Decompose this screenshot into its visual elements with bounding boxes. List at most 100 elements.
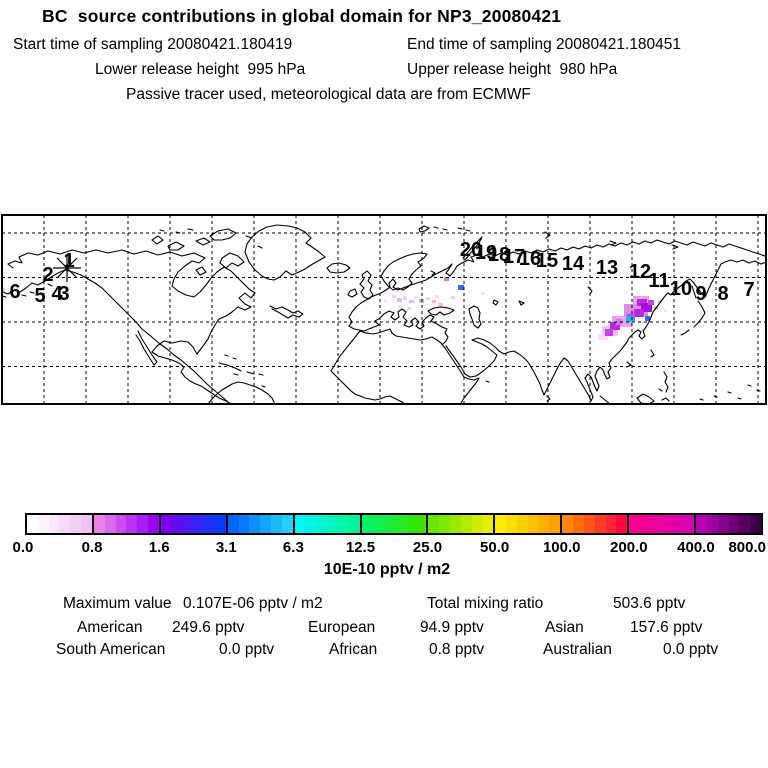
colorbar-cell bbox=[706, 515, 718, 533]
colorbar-cell bbox=[629, 515, 640, 533]
contribution-patch bbox=[426, 297, 430, 300]
trajectory-hour-label: 17 bbox=[502, 246, 526, 268]
colorbar-cell bbox=[506, 515, 517, 533]
contribution-patch bbox=[397, 298, 402, 302]
colorbar-cell bbox=[549, 515, 561, 533]
colorbar-segment bbox=[91, 515, 159, 533]
region-value: 94.9 pptv bbox=[420, 619, 484, 636]
colorbar-cell bbox=[27, 515, 38, 533]
colorbar-cell bbox=[562, 515, 574, 533]
colorbar-cell bbox=[383, 515, 394, 533]
contribution-patch bbox=[451, 296, 455, 299]
colorbar-segment bbox=[292, 515, 360, 533]
trajectory-hour-label: 20 bbox=[459, 239, 483, 261]
trajectory-hour-label: 4 bbox=[51, 283, 63, 305]
colorbar-cell bbox=[81, 515, 92, 533]
contribution-patch bbox=[392, 295, 396, 298]
colorbar-cell bbox=[37, 515, 49, 533]
colorbar-cell bbox=[281, 515, 293, 533]
contribution-patch bbox=[366, 331, 369, 334]
trajectory-hour-label: 7 bbox=[743, 279, 755, 301]
colorbar-cell bbox=[495, 515, 507, 533]
colorbar-cell bbox=[404, 515, 416, 533]
trajectory-hour-label: 6 bbox=[9, 281, 21, 303]
colorbar-tick-label: 0.0 bbox=[12, 539, 34, 556]
colorbar-cell bbox=[639, 515, 651, 533]
colorbar-segment bbox=[560, 515, 628, 533]
contribution-patch bbox=[658, 300, 662, 303]
colorbar-cell bbox=[160, 515, 172, 533]
trajectory-hour-label: 15 bbox=[535, 250, 559, 272]
region-value: 249.6 pptv bbox=[172, 619, 245, 636]
region-label: South American bbox=[56, 641, 166, 658]
colorbar-cell bbox=[238, 515, 250, 533]
colorbar-cell bbox=[538, 515, 550, 533]
colorbar-cell bbox=[204, 515, 215, 533]
contribution-patch bbox=[458, 285, 464, 290]
contribution-patch bbox=[398, 305, 402, 308]
region-label: American bbox=[77, 619, 143, 636]
contribution-patch bbox=[432, 300, 436, 303]
trajectory-hour-label: 18 bbox=[487, 244, 511, 266]
contribution-patch bbox=[481, 292, 485, 295]
lower-release-text: Lower release height 995 hPa bbox=[95, 61, 306, 78]
contribution-patch bbox=[414, 296, 418, 299]
trajectory-hour-label: 5 bbox=[34, 285, 46, 307]
trajectory-hour-label: 8 bbox=[717, 283, 729, 305]
colorbar-cell bbox=[126, 515, 138, 533]
colorbar-cell bbox=[482, 515, 494, 533]
colorbar-cell bbox=[193, 515, 205, 533]
colorbar-cell bbox=[516, 515, 528, 533]
tracer-note-text: Passive tracer used, meteorological data… bbox=[126, 86, 531, 103]
colorbar-segment bbox=[493, 515, 561, 533]
colorbar-cell bbox=[270, 515, 282, 533]
colorbar-cell bbox=[683, 515, 695, 533]
total-ratio-value: 503.6 pptv bbox=[613, 595, 686, 612]
colorbar-tick-label: 0.8 bbox=[81, 539, 103, 556]
contribution-patch bbox=[616, 319, 622, 325]
colorbar-tick-label: 3.1 bbox=[215, 539, 237, 556]
trajectory-hour-label: 1 bbox=[63, 250, 75, 272]
contribution-patch bbox=[419, 299, 424, 303]
colorbar-tick-label: 200.0 bbox=[610, 539, 648, 556]
region-value: 0.0 pptv bbox=[219, 641, 275, 658]
colorbar-cell bbox=[428, 515, 440, 533]
colorbar-cell bbox=[171, 515, 183, 533]
colorbar-cell bbox=[439, 515, 451, 533]
colorbar-cell bbox=[348, 515, 360, 533]
colorbar-cell bbox=[573, 515, 584, 533]
region-label: Australian bbox=[543, 641, 612, 658]
colorbar-cell bbox=[316, 515, 328, 533]
colorbar-cell bbox=[294, 515, 306, 533]
colorbar-cell bbox=[750, 515, 761, 533]
contribution-patch bbox=[444, 277, 449, 281]
contribution-patch bbox=[403, 296, 407, 300]
maximum-value: 0.107E-06 pptv / m2 bbox=[183, 595, 323, 612]
colorbar-cell bbox=[717, 515, 729, 533]
contribution-patch bbox=[384, 299, 387, 302]
colorbar-cell bbox=[104, 515, 116, 533]
colorbar-cell bbox=[249, 515, 261, 533]
colorbar-tick-label: 50.0 bbox=[480, 539, 510, 556]
page-title: BC source contributions in global domain… bbox=[42, 6, 562, 26]
region-value: 0.8 pptv bbox=[429, 641, 485, 658]
colorbar-cell bbox=[70, 515, 82, 533]
colorbar-cell bbox=[214, 515, 226, 533]
colorbar-cell bbox=[327, 515, 338, 533]
colorbar-cell bbox=[616, 515, 628, 533]
upper-release-text: Upper release height 980 hPa bbox=[407, 61, 618, 78]
contribution-patch bbox=[444, 306, 448, 309]
colorbar-cell bbox=[605, 515, 617, 533]
region-value: 0.0 pptv bbox=[663, 641, 719, 658]
coastlines bbox=[2, 224, 766, 404]
colorbar-cell bbox=[48, 515, 60, 533]
colorbar-cell bbox=[415, 515, 427, 533]
colorbar bbox=[25, 513, 763, 535]
colorbar-cell bbox=[583, 515, 595, 533]
colorbar-cell bbox=[372, 515, 384, 533]
colorbar-cell bbox=[696, 515, 707, 533]
trajectory-hour-label: 9 bbox=[695, 283, 707, 305]
region-label: Asian bbox=[545, 619, 584, 636]
colorbar-cell bbox=[661, 515, 673, 533]
